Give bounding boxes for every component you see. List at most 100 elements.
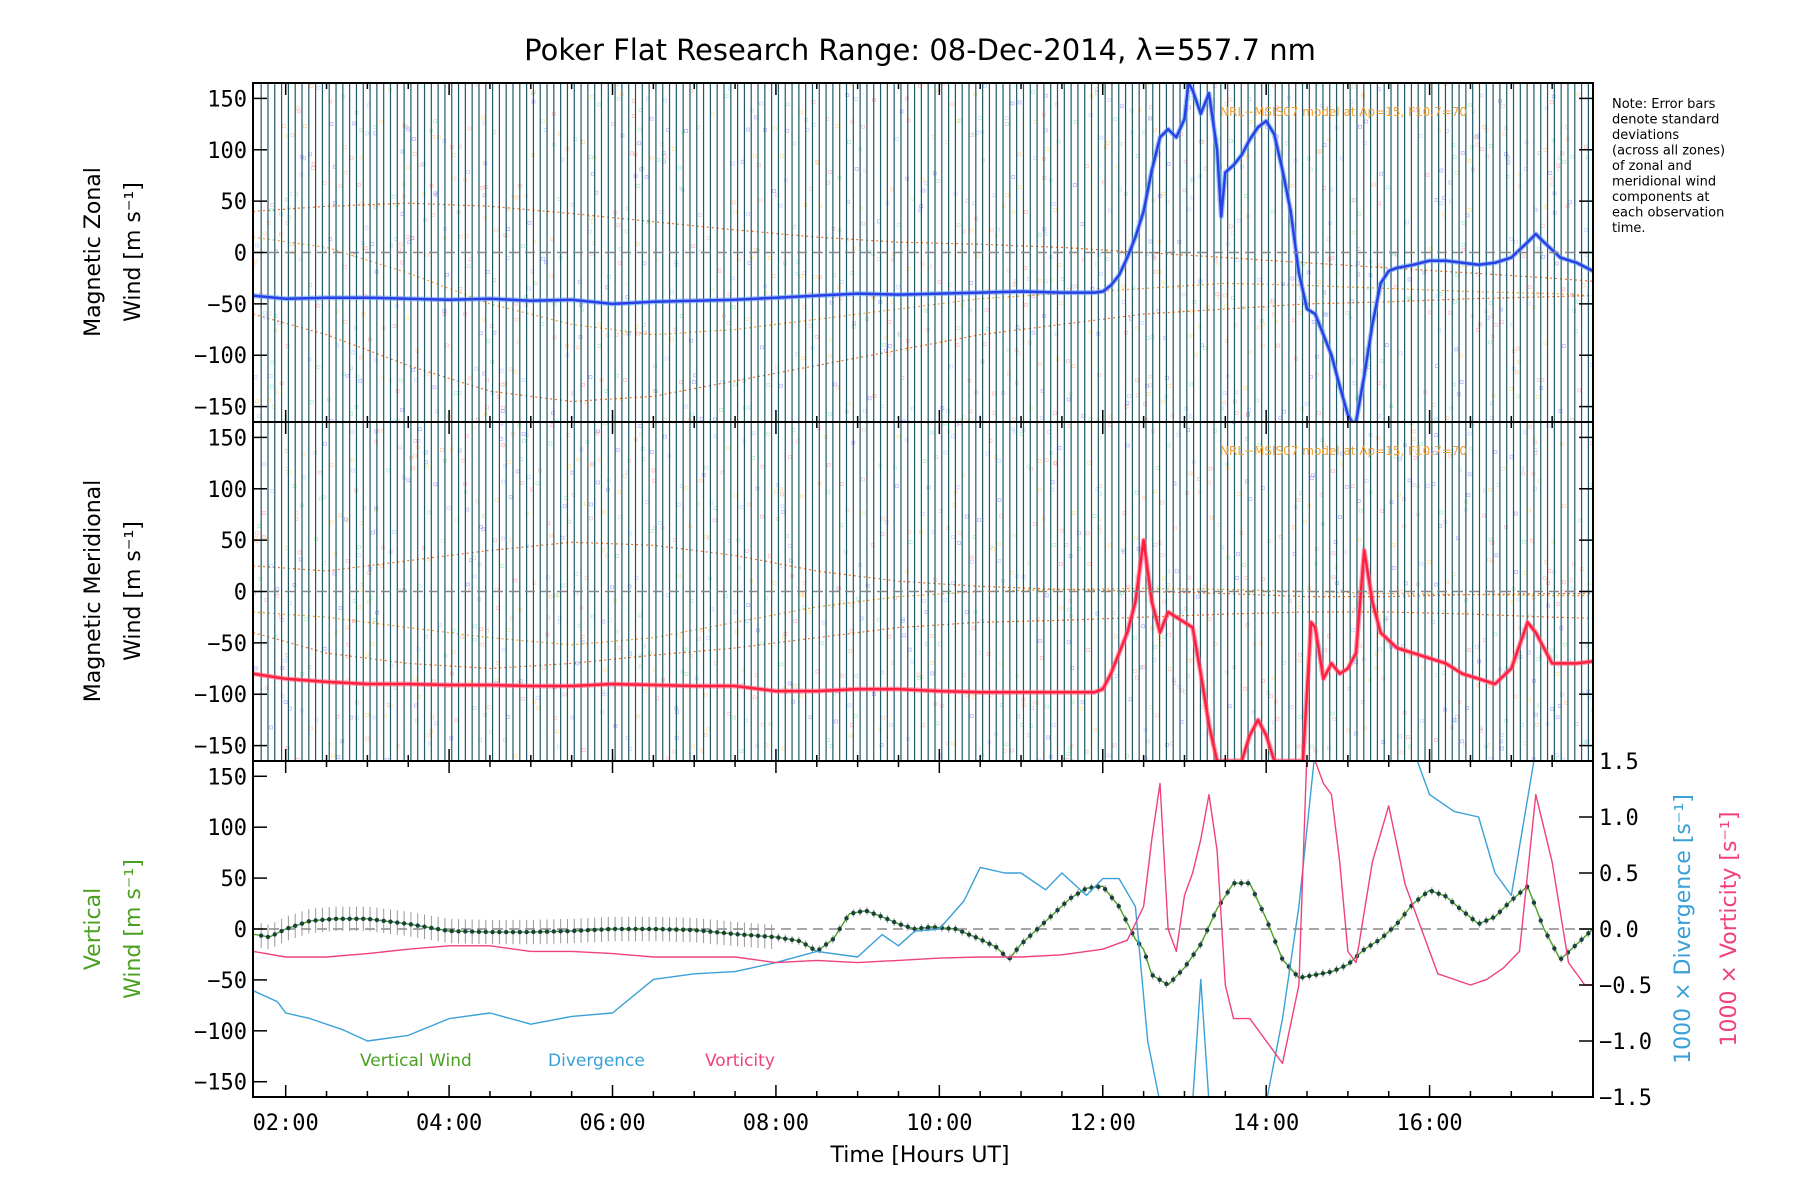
meridional-zone-sample bbox=[834, 719, 838, 724]
vertical-series-line-0 bbox=[253, 882, 1593, 986]
meridional-zone-sample bbox=[929, 633, 934, 638]
zonal-zone-sample bbox=[1568, 200, 1572, 205]
meridional-zone-sample bbox=[1481, 513, 1486, 518]
zonal-zone-sample bbox=[534, 281, 538, 286]
meridional-zone-sample bbox=[847, 703, 852, 708]
meridional-zone-sample bbox=[615, 554, 620, 558]
meridional-zone-sample bbox=[1186, 575, 1191, 580]
vertical-wind-point bbox=[646, 926, 652, 932]
meridional-zone-sample bbox=[880, 532, 885, 537]
zonal-zone-sample bbox=[363, 246, 368, 251]
meridional-zone-sample bbox=[1236, 552, 1240, 557]
zonal-zone-sample bbox=[1011, 209, 1016, 214]
zonal-zone-sample bbox=[846, 140, 851, 145]
meridional-zone-sample bbox=[1561, 757, 1566, 761]
meridional-zone-sample bbox=[1160, 553, 1165, 558]
vertical-wind-point bbox=[476, 929, 482, 934]
vertical-wind-point bbox=[435, 926, 441, 932]
zonal-zone-sample bbox=[1153, 269, 1158, 274]
vertical-wind-point bbox=[1055, 908, 1060, 913]
vertical-wind-point bbox=[1266, 922, 1271, 927]
vertical-wind-point bbox=[1368, 943, 1373, 948]
zonal-zone-sample bbox=[270, 384, 274, 389]
meridional-zone-sample bbox=[684, 672, 689, 676]
meridional-zone-sample bbox=[1421, 665, 1426, 670]
meridional-zone-sample bbox=[943, 598, 948, 603]
meridional-zone-sample bbox=[302, 475, 307, 480]
meridional-zone-sample bbox=[481, 527, 486, 532]
vertical-wind-point bbox=[442, 928, 448, 933]
zonal-zone-sample bbox=[1165, 375, 1170, 380]
vertical-wind-point bbox=[1531, 900, 1537, 905]
zonal-zone-sample bbox=[1461, 221, 1466, 225]
zonal-zone-sample bbox=[311, 162, 316, 166]
zonal-zone-sample bbox=[483, 215, 487, 220]
vertical-wind-point bbox=[878, 913, 883, 919]
meridional-zone-sample bbox=[1132, 635, 1137, 640]
vertical-wind-point bbox=[531, 929, 536, 935]
meridional-ytick-label: −100 bbox=[194, 683, 247, 708]
zonal-zone-sample bbox=[405, 165, 410, 170]
meridional-zone-sample bbox=[1331, 551, 1336, 556]
vorticity-axis-label: 1000 × Vorticity [s⁻¹] bbox=[1717, 812, 1742, 1047]
meridional-zone-sample bbox=[595, 431, 600, 436]
meridional-zone-sample bbox=[262, 511, 266, 515]
vertical-wind-point bbox=[1171, 977, 1176, 982]
meridional-zone-sample bbox=[955, 485, 960, 490]
meridional-ytick-label: −150 bbox=[194, 735, 247, 760]
meridional-zone-sample bbox=[1398, 734, 1403, 739]
meridional-zone-sample bbox=[371, 715, 376, 720]
zonal-zone-sample bbox=[910, 196, 915, 201]
zonal-zone-sample bbox=[947, 282, 952, 287]
zonal-zone-sample bbox=[719, 379, 724, 384]
zonal-zone-sample bbox=[492, 330, 497, 335]
zonal-zone-sample bbox=[936, 179, 941, 183]
zonal-zone-sample bbox=[295, 106, 300, 111]
zonal-zone-sample bbox=[1500, 320, 1504, 325]
zonal-zone-sample bbox=[527, 220, 532, 225]
zonal-zone-sample bbox=[808, 323, 813, 328]
meridional-zone-sample bbox=[1356, 498, 1361, 503]
meridional-zone-sample bbox=[1106, 753, 1111, 758]
meridional-zone-sample bbox=[645, 500, 650, 505]
vertical-wind-point bbox=[966, 932, 972, 937]
meridional-zone-sample bbox=[853, 714, 858, 718]
zonal-zone-sample bbox=[575, 345, 580, 350]
zonal-zone-sample bbox=[424, 252, 429, 257]
meridional-zone-sample bbox=[1203, 584, 1208, 589]
zonal-zone-sample bbox=[1324, 312, 1329, 317]
meridional-zone-sample bbox=[1381, 676, 1386, 681]
zonal-zone-sample bbox=[253, 259, 258, 264]
meridional-ytick-label: 100 bbox=[207, 478, 247, 503]
zonal-zone-sample bbox=[485, 269, 490, 274]
meridional-zone-sample bbox=[1189, 658, 1194, 663]
meridional-zone-sample bbox=[269, 564, 273, 568]
zonal-zone-sample bbox=[644, 174, 649, 179]
meridional-zone-sample bbox=[344, 517, 348, 522]
zonal-zone-sample bbox=[643, 330, 648, 335]
zonal-zone-sample bbox=[396, 419, 400, 422]
meridional-zone-sample bbox=[345, 654, 350, 659]
zonal-zone-sample bbox=[1190, 176, 1195, 181]
meridional-zone-sample bbox=[255, 531, 259, 536]
meridional-zone-sample bbox=[636, 714, 641, 719]
meridional-zone-sample bbox=[1166, 583, 1171, 587]
zonal-zone-sample bbox=[1536, 246, 1541, 251]
meridional-zone-sample bbox=[1391, 566, 1396, 570]
zonal-zone-sample bbox=[1527, 285, 1532, 290]
vertical-wind-point bbox=[1123, 917, 1128, 922]
zonal-zone-sample bbox=[785, 128, 790, 133]
vertical-wind-point bbox=[1021, 939, 1026, 945]
zonal-zone-sample bbox=[1433, 417, 1438, 422]
zonal-zone-sample bbox=[937, 280, 942, 284]
meridional-zone-sample bbox=[922, 599, 927, 603]
meridional-zone-sample bbox=[336, 755, 341, 760]
meridional-zone-sample bbox=[642, 688, 647, 693]
meridional-zone-sample bbox=[495, 587, 499, 592]
meridional-zone-sample bbox=[939, 509, 943, 513]
meridional-model-curve bbox=[253, 587, 1593, 646]
zonal-zone-sample bbox=[1105, 257, 1110, 261]
meridional-zone-sample bbox=[1045, 704, 1050, 709]
vertical-wind-point bbox=[796, 938, 802, 944]
vertical-wind-point bbox=[340, 916, 346, 922]
